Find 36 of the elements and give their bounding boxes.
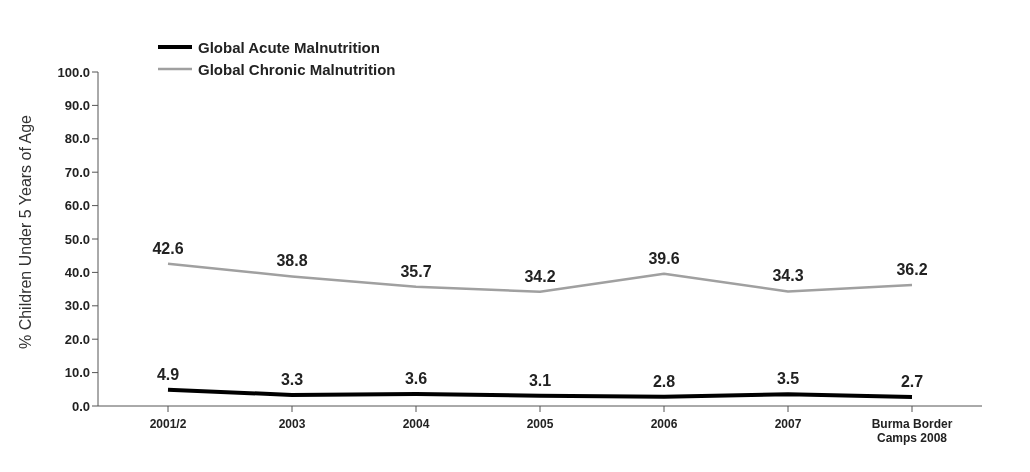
data-label: 2.8 xyxy=(652,372,676,390)
data-label: 4.9 xyxy=(156,365,180,383)
y-tick-label: 30.0 xyxy=(64,298,90,314)
data-label: 35.7 xyxy=(400,262,432,280)
y-tick-label: 0.0 xyxy=(71,398,90,414)
x-tick-label: 2003 xyxy=(278,417,306,431)
y-axis-title: % Children Under 5 Years of Age xyxy=(16,114,34,349)
data-label: 38.8 xyxy=(276,252,308,270)
legend-label: Global Chronic Malnutrition xyxy=(198,60,396,78)
y-tick-label: 100.0 xyxy=(57,64,90,80)
y-tick-label: 10.0 xyxy=(64,365,90,381)
y-tick-label: 70.0 xyxy=(64,164,90,180)
data-label: 39.6 xyxy=(648,249,680,267)
data-label: 3.1 xyxy=(528,371,552,389)
x-tick-label: 2004 xyxy=(402,417,430,431)
legend-label: Global Acute Malnutrition xyxy=(198,38,380,56)
data-label: 2.7 xyxy=(900,372,924,390)
x-tick-label: Burma Border Camps 2008 xyxy=(871,417,953,445)
x-tick-label: 2005 xyxy=(526,417,554,431)
line-series xyxy=(166,387,914,399)
y-tick-label: 90.0 xyxy=(64,98,90,114)
x-tick-label: 2007 xyxy=(774,417,802,431)
y-tick-label: 40.0 xyxy=(64,265,90,281)
y-tick-label: 80.0 xyxy=(64,131,90,147)
x-tick-label: 2001/2 xyxy=(149,417,187,431)
data-label: 36.2 xyxy=(896,261,928,279)
data-label: 3.3 xyxy=(280,370,304,388)
y-tick-label: 50.0 xyxy=(64,231,90,247)
data-label: 3.6 xyxy=(404,369,428,387)
x-tick-label: 2006 xyxy=(650,417,678,431)
data-label: 42.6 xyxy=(152,239,184,257)
y-tick-label: 60.0 xyxy=(64,198,90,214)
data-label: 34.3 xyxy=(772,267,804,285)
data-label: 3.5 xyxy=(776,370,800,388)
y-tick-label: 20.0 xyxy=(64,331,90,347)
data-label: 34.2 xyxy=(524,267,556,285)
